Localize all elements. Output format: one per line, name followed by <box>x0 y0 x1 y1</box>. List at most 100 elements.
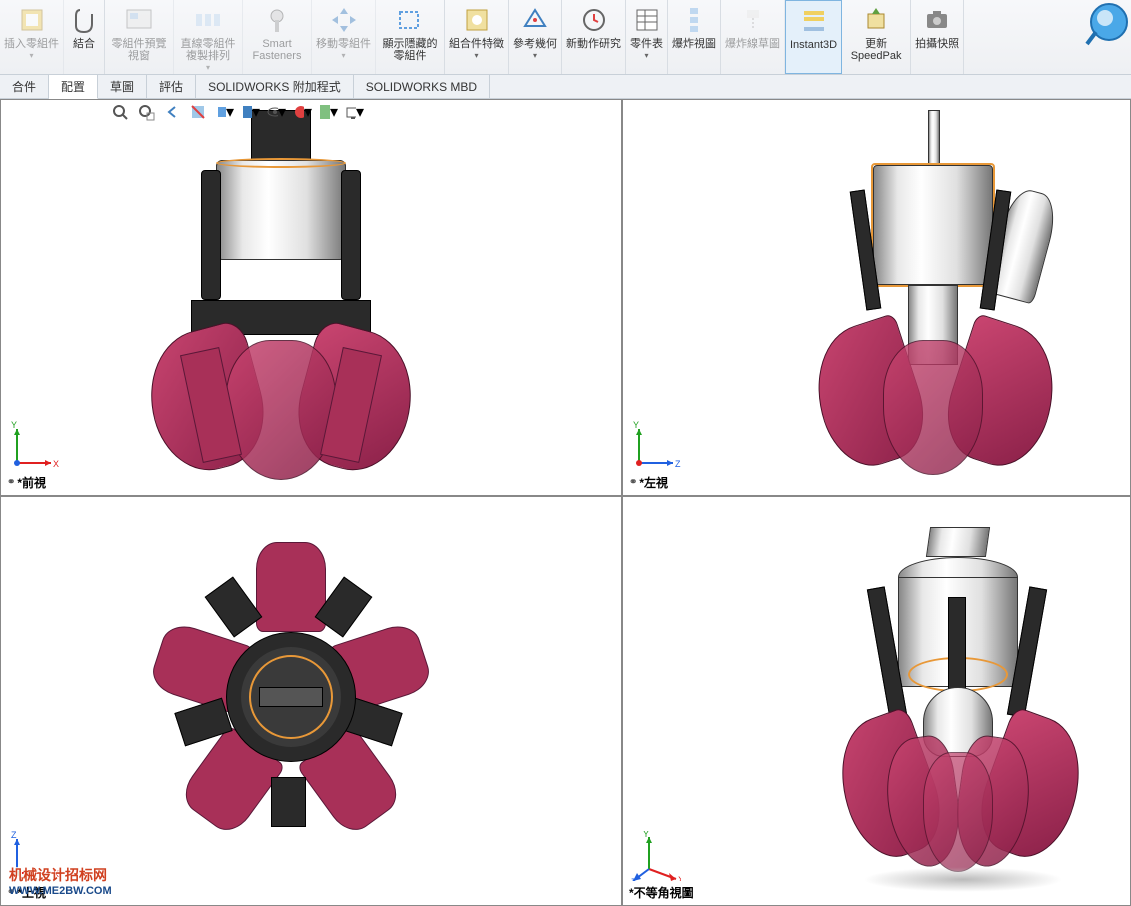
tab-bar: 合件 配置 草圖 評估 SOLIDWORKS 附加程式 SOLIDWORKS M… <box>0 75 1131 99</box>
explode-line-icon <box>737 4 769 36</box>
link-icon: ⚭ <box>629 477 637 488</box>
model-top-view <box>131 537 451 857</box>
triad-left: ZY <box>631 421 681 471</box>
motion-icon <box>578 4 610 36</box>
tab-evaluate[interactable]: 評估 <box>147 75 196 98</box>
svg-text:X: X <box>678 875 681 881</box>
view-settings-icon[interactable]: ▾ <box>344 102 364 122</box>
ref-geom-icon <box>519 4 551 36</box>
search-orb[interactable] <box>1081 0 1131 50</box>
viewport-container: XY ⚭*前視 ZY ⚭*左視 <box>0 99 1131 906</box>
model-front-view <box>131 110 431 480</box>
ribbon-label: 爆炸視圖 <box>672 38 716 50</box>
view-toolbar: ▾ ▾ ▾ ▾ ▾ ▾ <box>110 101 364 123</box>
dropdown-icon: ▾ <box>474 51 478 60</box>
ribbon-explode[interactable]: 爆炸視圖 <box>668 0 721 74</box>
ribbon-show-hidden[interactable]: 顯示隱藏的零組件 <box>376 0 445 74</box>
ribbon-label: 組合件特徵 <box>449 38 504 50</box>
dropdown-icon: ▾ <box>206 63 210 72</box>
ribbon-label: 新動作研究 <box>566 38 621 50</box>
ribbon-snapshot[interactable]: 拍攝快照 <box>911 0 964 74</box>
move-icon <box>328 4 360 36</box>
ribbon-label: 結合 <box>73 38 95 50</box>
ribbon-linear-pattern[interactable]: 直線零組件複製排列 ▾ <box>174 0 243 74</box>
ribbon-mate[interactable]: 結合 <box>64 0 105 74</box>
ribbon-insert-part[interactable]: 插入零組件 ▾ <box>0 0 64 74</box>
watermark: 机械设计招标网 WWW.ME2BW.COM <box>9 865 112 897</box>
preview-icon <box>123 4 155 36</box>
viewport-iso[interactable]: X Y Z *不等角視圖 <box>622 496 1131 906</box>
speedpak-icon <box>860 4 892 36</box>
bom-icon <box>631 4 663 36</box>
zoom-area-icon[interactable] <box>136 102 156 122</box>
dropdown-icon: ▾ <box>341 51 345 60</box>
edit-appearance-icon[interactable]: ▾ <box>292 102 312 122</box>
instant3d-icon <box>798 5 830 37</box>
section-view-icon[interactable] <box>188 102 208 122</box>
ribbon-label: 更新SpeedPak <box>846 38 906 62</box>
link-icon: ⚭ <box>7 477 15 488</box>
viewport-top[interactable]: XZ ⚭*上視 机械设计招标网 WWW.ME2BW.COM <box>0 496 622 906</box>
svg-text:Z: Z <box>675 459 681 469</box>
viewport-front[interactable]: XY ⚭*前視 <box>0 99 622 496</box>
fastener-icon <box>261 4 293 36</box>
tab-sketch[interactable]: 草圖 <box>98 75 147 98</box>
model-iso-view <box>833 527 1103 887</box>
linear-pattern-icon <box>192 4 224 36</box>
tab-mbd[interactable]: SOLIDWORKS MBD <box>354 75 490 98</box>
triad-iso: X Y Z <box>631 831 681 881</box>
model-left-view <box>813 110 1093 480</box>
display-style-icon[interactable]: ▾ <box>240 102 260 122</box>
prev-view-icon[interactable] <box>162 102 182 122</box>
ribbon-smart-fasteners[interactable]: Smart Fasteners <box>243 0 312 74</box>
dropdown-icon: ▾ <box>29 51 33 60</box>
ribbon-label: Smart Fasteners <box>247 38 307 62</box>
svg-text:Y: Y <box>11 421 17 430</box>
ribbon-label: 零件表 <box>630 38 663 50</box>
svg-text:X: X <box>53 459 59 469</box>
tab-layout[interactable]: 配置 <box>49 75 98 99</box>
insert-part-icon <box>16 4 48 36</box>
dropdown-icon: ▾ <box>533 51 537 60</box>
zoom-fit-icon[interactable] <box>110 102 130 122</box>
ribbon-label: 顯示隱藏的零組件 <box>380 38 440 62</box>
tab-addins[interactable]: SOLIDWORKS 附加程式 <box>196 75 354 98</box>
viewport-label: ⚭*前視 <box>7 474 46 491</box>
hide-show-icon[interactable]: ▾ <box>266 102 286 122</box>
ribbon-move[interactable]: 移動零組件 ▾ <box>312 0 376 74</box>
svg-text:Y: Y <box>643 831 649 839</box>
svg-text:Y: Y <box>633 421 639 430</box>
assembly-feature-icon <box>461 4 493 36</box>
dropdown-icon: ▾ <box>644 51 648 60</box>
ribbon-motion[interactable]: 新動作研究 <box>562 0 626 74</box>
ribbon-speedpak[interactable]: 更新SpeedPak <box>842 0 911 74</box>
ribbon-instant3d[interactable]: Instant3D <box>785 0 842 74</box>
ribbon-preview[interactable]: 零組件預覽視窗 <box>105 0 174 74</box>
explode-icon <box>678 4 710 36</box>
viewport-left[interactable]: ZY ⚭*左視 <box>622 99 1131 496</box>
snapshot-icon <box>921 4 953 36</box>
ribbon-label: 零組件預覽視窗 <box>109 38 169 62</box>
apply-scene-icon[interactable]: ▾ <box>318 102 338 122</box>
ribbon-label: 參考幾何 <box>513 38 557 50</box>
ribbon-label: 直線零組件複製排列 <box>178 38 238 62</box>
view-orient-icon[interactable]: ▾ <box>214 102 234 122</box>
tab-assembly[interactable]: 合件 <box>0 75 49 98</box>
ribbon-ref-geom[interactable]: 參考幾何 ▾ <box>509 0 562 74</box>
ribbon-label: 拍攝快照 <box>915 38 959 50</box>
watermark-url: WWW.ME2BW.COM <box>9 885 112 897</box>
ribbon-label: Instant3D <box>790 39 837 51</box>
ribbon-label: 插入零組件 <box>4 38 59 50</box>
ribbon-explode-line[interactable]: 爆炸線草圖 <box>721 0 785 74</box>
svg-text:Z: Z <box>631 877 637 881</box>
ribbon-label: 移動零組件 <box>316 38 371 50</box>
viewport-label: ⚭*左視 <box>629 474 668 491</box>
ribbon-assembly-feature[interactable]: 組合件特徵 ▾ <box>445 0 509 74</box>
clip-icon <box>68 4 100 36</box>
show-hidden-icon <box>394 4 426 36</box>
ribbon-bom[interactable]: 零件表 ▾ <box>626 0 668 74</box>
svg-text:Z: Z <box>11 831 17 840</box>
triad-front: XY <box>9 421 59 471</box>
watermark-text: 机械设计招标网 <box>9 865 112 885</box>
viewport-label: *不等角視圖 <box>629 884 694 901</box>
